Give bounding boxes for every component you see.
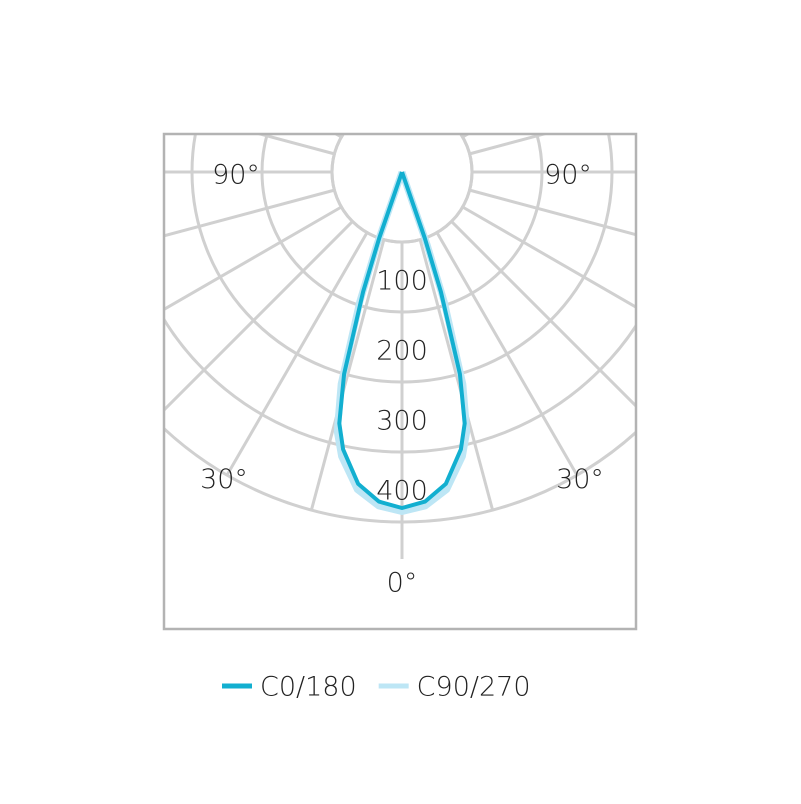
grid-spoke bbox=[461, 134, 471, 139]
theta-tick-label: 0° bbox=[387, 568, 418, 599]
plot bbox=[333, 170, 471, 515]
grid-spoke bbox=[420, 0, 492, 104]
grid-spoke bbox=[437, 0, 577, 111]
grid-spoke bbox=[451, 0, 649, 123]
r-tick-label: 300 bbox=[376, 406, 428, 437]
grid-ring bbox=[190, 134, 614, 384]
grid-spoke bbox=[469, 134, 550, 156]
labels: 100 200 300 400 90° 90° 30° 30° 0° bbox=[200, 160, 604, 599]
grid bbox=[155, 0, 649, 559]
legend-label: C0/180 bbox=[260, 672, 357, 703]
legend: C0/180 C90/270 bbox=[222, 672, 531, 703]
series-line bbox=[337, 171, 467, 510]
grid-spoke bbox=[155, 0, 353, 123]
grid-spoke bbox=[311, 0, 383, 104]
r-tick-label: 400 bbox=[376, 476, 428, 507]
theta-tick-label: 30° bbox=[200, 464, 248, 495]
grid-ring bbox=[330, 134, 474, 244]
grid-spoke bbox=[333, 134, 343, 139]
legend-label: C90/270 bbox=[417, 672, 531, 703]
frame bbox=[162, 132, 638, 631]
r-tick-label: 100 bbox=[376, 266, 428, 297]
r-tick-label: 200 bbox=[376, 336, 428, 367]
theta-tick-label: 90° bbox=[544, 160, 592, 191]
grid-spoke bbox=[254, 134, 335, 156]
grid-spoke bbox=[227, 0, 367, 111]
theta-tick-label: 90° bbox=[212, 160, 260, 191]
grid-ring bbox=[260, 134, 544, 314]
theta-tick-label: 30° bbox=[556, 464, 604, 495]
grid-ring bbox=[164, 316, 636, 454]
grid-ring bbox=[164, 426, 636, 524]
